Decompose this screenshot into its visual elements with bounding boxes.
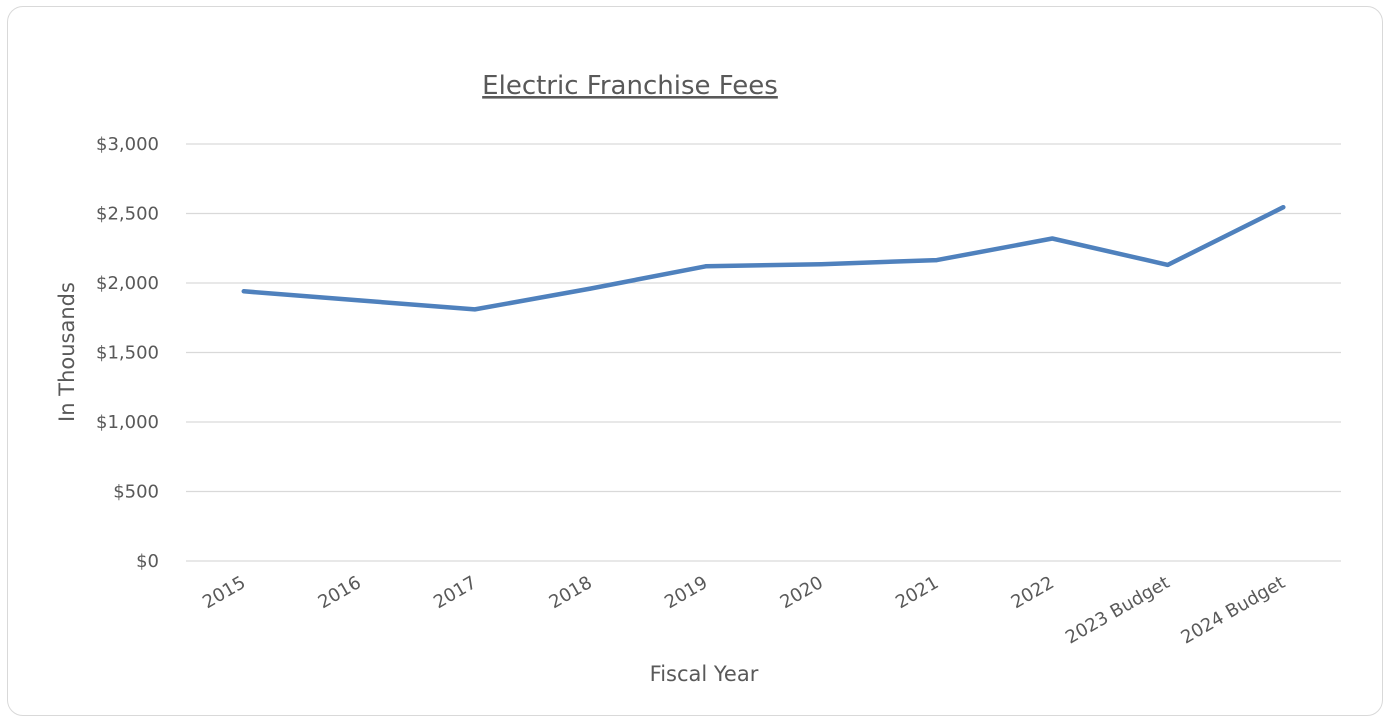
y-tick-label: $0: [136, 551, 159, 572]
data-point: [819, 262, 824, 267]
x-tick-label: 2015: [199, 572, 249, 613]
data-point: [357, 298, 362, 303]
x-tick-label: 2024 Budget: [1178, 572, 1289, 648]
chart-title: Electric Franchise Fees: [482, 71, 778, 101]
data-point: [241, 289, 246, 294]
data-point: [934, 258, 939, 263]
data-point: [703, 264, 708, 269]
data-point: [1165, 262, 1170, 267]
x-axis-title: Fiscal Year: [650, 662, 759, 686]
y-tick-label: $2,500: [96, 204, 159, 225]
y-tick-label: $500: [113, 482, 159, 503]
x-axis-ticks: 2015 2016 2017 2018 2019 2020 2021 2022 2023 Bud…: [199, 572, 1289, 648]
x-tick-label: 2017: [430, 572, 480, 613]
x-tick-label: 2021: [892, 572, 942, 613]
chart-frame: [7, 6, 1383, 716]
gridlines: [186, 143, 1341, 562]
x-tick-label: 2023 Budget: [1062, 572, 1173, 648]
data-point: [588, 286, 593, 291]
x-tick-label: 2022: [1008, 572, 1058, 613]
x-tick-label: 2020: [777, 572, 827, 613]
y-axis-ticks: $0 $500 $1,000 $1,500 $2,000 $2,500 $3,000: [96, 134, 159, 572]
y-axis-title: In Thousands: [55, 282, 79, 422]
data-point: [472, 307, 477, 312]
series-line: [241, 204, 1286, 312]
y-tick-label: $2,000: [96, 273, 159, 294]
y-tick-label: $1,000: [96, 412, 159, 433]
y-tick-label: $3,000: [96, 134, 159, 155]
data-point: [1281, 205, 1286, 210]
x-tick-label: 2016: [315, 572, 365, 613]
x-tick-label: 2019: [661, 572, 711, 613]
series-group: [241, 204, 1286, 312]
y-tick-label: $1,500: [96, 343, 159, 364]
data-point: [1050, 236, 1055, 241]
x-tick-label: 2018: [546, 572, 596, 613]
